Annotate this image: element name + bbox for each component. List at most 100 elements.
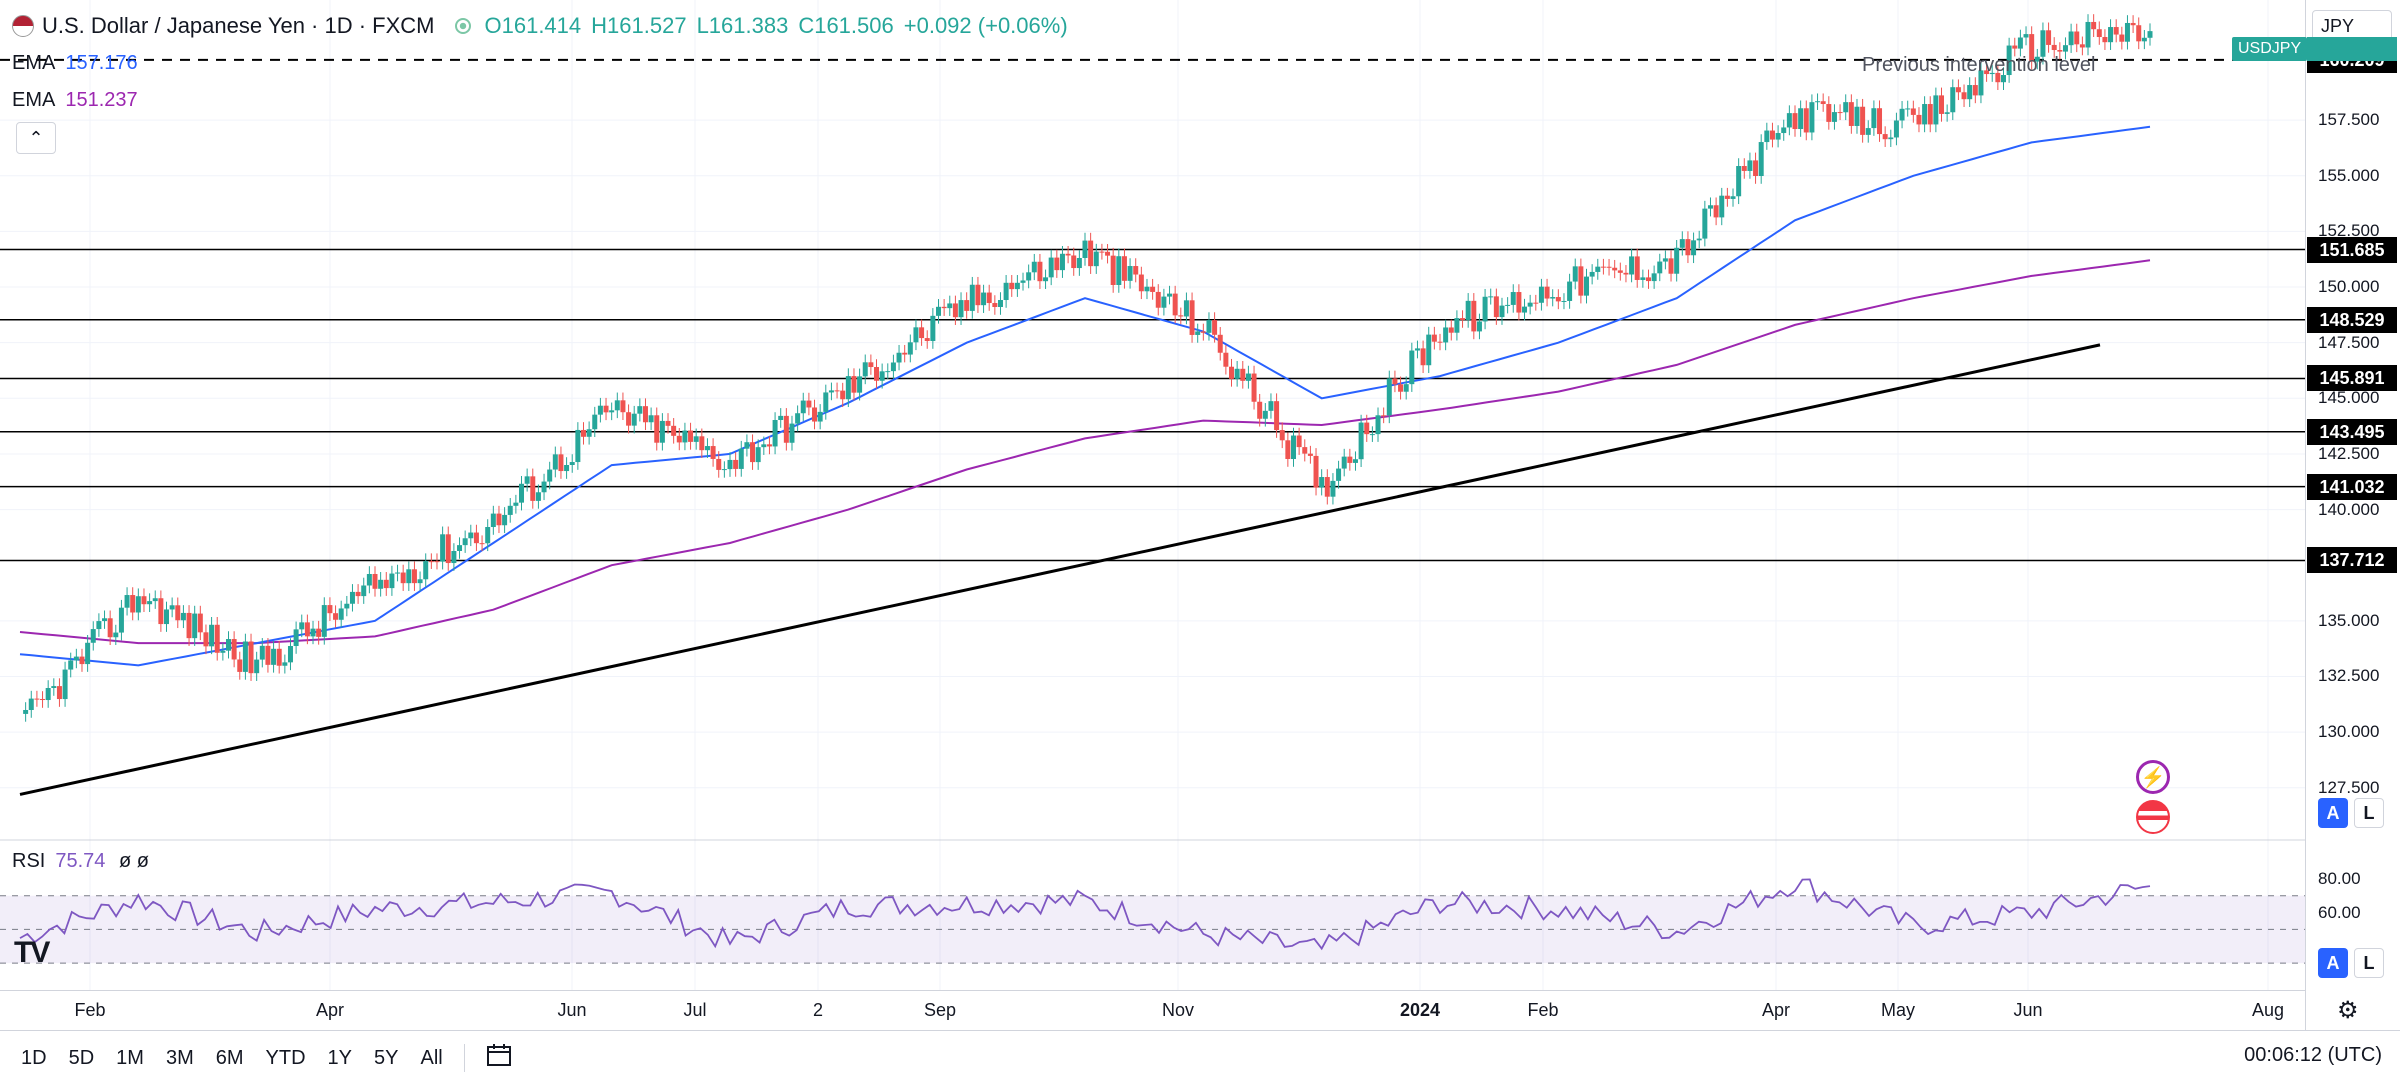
candle-body xyxy=(468,532,474,539)
range-button-1y[interactable]: 1Y xyxy=(327,1046,353,1069)
candle-body xyxy=(1505,304,1511,306)
collapse-legend-button[interactable]: ⌃ xyxy=(16,122,56,154)
candle-body xyxy=(1933,95,1939,125)
rsi-log-scale-button[interactable]: L xyxy=(2354,948,2384,978)
candle-body xyxy=(1476,321,1482,332)
candle-body xyxy=(1702,208,1708,239)
candle-body xyxy=(406,569,412,584)
candle-body xyxy=(1426,334,1432,366)
candle-body xyxy=(1533,302,1539,304)
candle-body xyxy=(2034,56,2040,62)
candle-body xyxy=(659,420,665,443)
price-axis[interactable] xyxy=(2305,0,2400,1030)
flash-event-icon[interactable]: ⚡ xyxy=(2136,760,2170,794)
candle-body xyxy=(952,303,958,318)
candle-body xyxy=(1685,239,1691,256)
candle-body xyxy=(462,538,468,546)
candle-body xyxy=(1296,435,1302,448)
candle-body xyxy=(1978,70,1984,96)
candle-body xyxy=(981,292,987,306)
range-button-all[interactable]: All xyxy=(420,1046,443,1069)
candle-body xyxy=(473,532,479,544)
candle-body xyxy=(597,405,603,415)
candle-body xyxy=(721,469,727,471)
candle-body xyxy=(716,458,722,470)
candle-body xyxy=(1155,291,1161,308)
log-scale-button[interactable]: L xyxy=(2354,798,2384,828)
rsi-legend[interactable]: RSI 75.74 ø ø xyxy=(12,850,149,873)
candle-body xyxy=(1144,286,1150,292)
candle-body xyxy=(1285,440,1291,460)
candle-body xyxy=(1922,104,1928,125)
gear-icon[interactable]: ⚙ xyxy=(2337,997,2359,1024)
last-price-tag: C161.506 xyxy=(2307,37,2397,61)
utc-clock[interactable]: 00:06:12 (UTC) xyxy=(2244,1044,2382,1066)
candle-body xyxy=(1121,256,1127,281)
ema-fast-legend[interactable]: EMA 157.176 xyxy=(12,52,138,75)
calendar-icon[interactable] xyxy=(475,1043,523,1073)
candle-body xyxy=(333,613,339,620)
rsi-pane xyxy=(0,839,2305,964)
candle-body xyxy=(1059,253,1065,271)
candle-body xyxy=(1696,238,1702,241)
range-button-1d[interactable]: 1D xyxy=(21,1046,47,1069)
rsi-auto-scale-button[interactable]: A xyxy=(2318,948,2348,978)
time-tick-label: Feb xyxy=(74,1000,106,1020)
range-buttons: 1D 5D 1M 3M 6M YTD 1Y 5Y All xyxy=(10,1047,454,1070)
candle-body xyxy=(1679,239,1685,248)
candle-body xyxy=(1798,108,1804,130)
candle-body xyxy=(237,659,243,672)
auto-scale-button[interactable]: A xyxy=(2318,798,2348,828)
candle-body xyxy=(214,624,220,653)
candle-body xyxy=(519,483,525,503)
candle-body xyxy=(558,454,564,472)
time-axis[interactable] xyxy=(0,990,2305,1027)
time-tick-label: Aug xyxy=(2251,1000,2285,1020)
candle-body xyxy=(361,585,367,597)
ema-slow-legend[interactable]: EMA 151.237 xyxy=(12,89,138,112)
candle-body xyxy=(434,561,440,563)
candle-body xyxy=(1071,255,1077,269)
candle-body xyxy=(2029,34,2035,62)
candle-body xyxy=(1381,415,1387,417)
candle-body xyxy=(389,573,395,589)
candle-body xyxy=(90,629,96,643)
candle-body xyxy=(1809,102,1815,133)
candle-body xyxy=(941,306,947,309)
candle-body xyxy=(1110,255,1116,285)
range-button-5y[interactable]: 5Y xyxy=(374,1046,399,1069)
range-button-1m[interactable]: 1M xyxy=(116,1046,144,1069)
candle-body xyxy=(440,534,446,562)
symbol-title[interactable]: U.S. Dollar / Japanese Yen · 1D · FXCM xyxy=(42,13,435,38)
candle-body xyxy=(1786,113,1792,128)
time-tick-label: Sep xyxy=(923,1000,957,1020)
range-button-3m[interactable]: 3M xyxy=(165,1046,194,1069)
candle-body xyxy=(1623,272,1629,275)
candle-body xyxy=(1741,166,1747,171)
candle-body xyxy=(969,284,975,311)
candle-body xyxy=(1674,247,1680,274)
candle-body xyxy=(738,448,744,469)
candle-body xyxy=(1578,266,1584,296)
candle-body xyxy=(552,454,558,470)
candle-body xyxy=(530,476,536,501)
candle-body xyxy=(609,410,615,413)
candle-body xyxy=(688,430,694,442)
tradingview-logo[interactable]: TV xyxy=(14,936,50,969)
candle-body xyxy=(2023,34,2029,38)
candle-body xyxy=(1375,415,1381,435)
us-event-flag-icon[interactable] xyxy=(2136,800,2170,834)
candle-body xyxy=(1877,108,1883,135)
price-chart[interactable] xyxy=(0,0,2305,990)
candle-body xyxy=(338,608,344,620)
candle-body xyxy=(282,662,288,666)
level-price-label: 151.685 xyxy=(2307,236,2397,263)
range-button-6m[interactable]: 6M xyxy=(215,1046,244,1069)
candle-body xyxy=(1550,297,1556,299)
range-button-ytd[interactable]: YTD xyxy=(265,1046,306,1069)
market-status-icon[interactable] xyxy=(454,18,471,34)
candle-body xyxy=(676,435,682,443)
candle-body xyxy=(1561,300,1567,302)
range-button-5d[interactable]: 5D xyxy=(68,1046,95,1069)
